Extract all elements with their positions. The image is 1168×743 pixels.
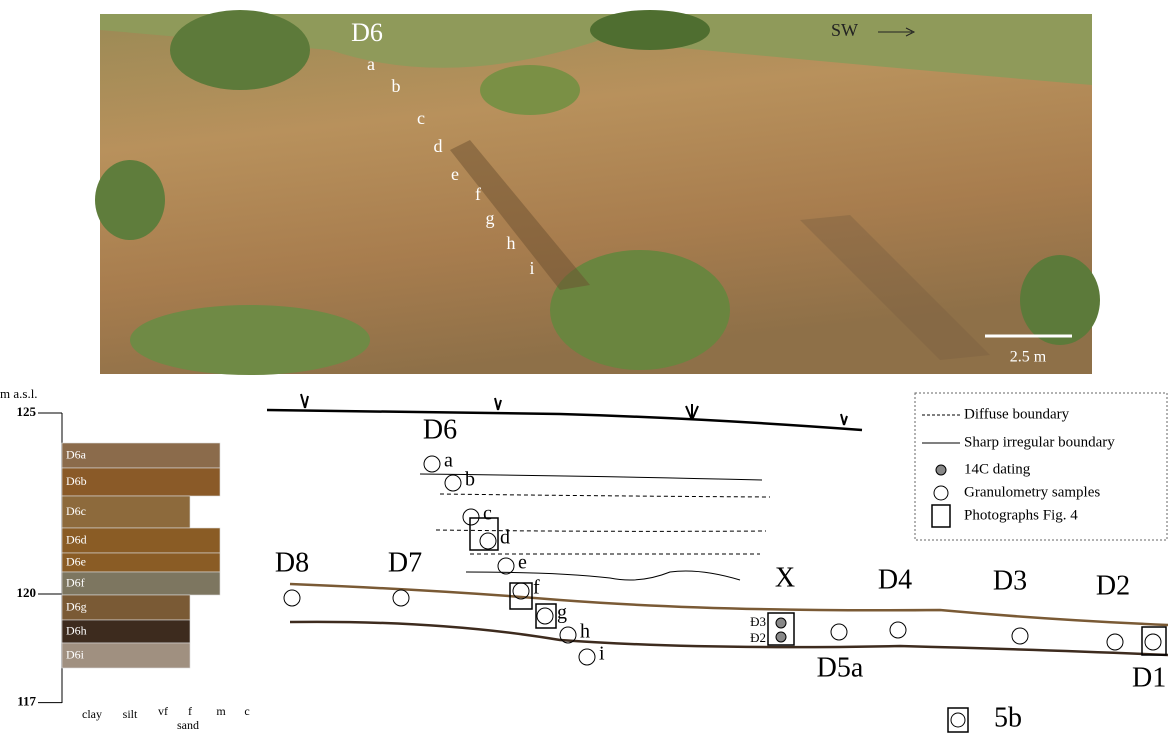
sample-label: b [465,469,475,491]
sample-circle [463,509,479,525]
grain-label: silt [123,707,138,721]
site-label: D6 [351,18,383,47]
photo-labels: D6 [351,18,383,47]
profile-label: D4 [878,564,912,595]
grain-label: f [188,704,192,718]
layer-label: D6e [66,554,86,568]
legend-label: Diffuse boundary [964,406,1070,422]
figure: D6 abcdefghi SW 2.5 m m a.s.l. 125120117… [0,0,1168,738]
sample-circle [445,475,461,491]
profile-label: D3 [993,565,1027,596]
sample-circle [498,558,514,574]
profile-label: X [775,562,795,593]
sample-label: d [500,527,510,549]
grain-label: vf [158,704,168,718]
legend-label: Photographs Fig. 4 [964,507,1078,523]
sample-label: e [451,164,459,184]
dating-label: Ð3 [750,614,766,629]
sample-circle [1107,634,1123,650]
sample-label: c [483,503,492,525]
grain-label: clay [82,707,102,721]
elevation-label: 120 [17,585,37,600]
legend-dating [936,465,946,475]
sample-label: i [529,258,534,278]
legend-box [932,505,950,527]
grain-group: sand [177,718,199,732]
elevation-label: 125 [17,404,37,419]
profile-label: D8 [275,547,309,578]
grain-label: c [244,704,249,718]
sample-label: d [434,136,443,156]
sample-label: f [533,577,540,599]
sample-circle [480,533,496,549]
scale-label: 2.5 m [1010,349,1047,366]
photo-box [1142,627,1166,655]
sample-label: h [507,233,516,253]
profile-label: D5a [817,652,864,683]
sample-circle [537,608,553,624]
dating [776,618,786,628]
layer-label: D6a [66,447,87,461]
direction: SW [831,20,858,40]
sample-label: a [367,54,375,74]
profile-label: D7 [388,547,422,578]
sample-label: g [486,208,495,228]
profile-label: D2 [1096,570,1130,601]
sample-label: i [599,643,605,665]
layer [62,572,220,595]
legend: Diffuse boundary Sharp irregular boundary… [922,406,1115,527]
layer-label: D6f [66,575,85,589]
layer-label: D6d [66,532,87,546]
sample-label: c [417,108,425,128]
sample-circle [579,649,595,665]
profile-label: D1 [1132,662,1166,693]
dating-label: Ð2 [750,630,766,645]
sample-circle [831,624,847,640]
sample-circle [951,713,965,727]
axis-unit: m a.s.l. [0,386,38,401]
sample-label: g [557,602,567,624]
sample-circle [1012,628,1028,644]
sample-label: b [392,76,401,96]
sample-circle [393,590,409,606]
section-site: D6 [423,414,457,445]
layer-label: D6h [66,623,87,637]
sample-circle [424,456,440,472]
sample-circle [890,622,906,638]
elevation-label: 117 [17,694,36,709]
legend-label: Granulometry samples [964,484,1100,500]
log: 125 120 117 D6a D6b D6c D6d D6e D6f D6g D6h D6i clay… [17,404,250,732]
sample-label: f [475,184,481,204]
layer-label: D6g [66,599,87,613]
grain-label: m [216,704,226,718]
legend-label: Sharp irregular boundary [964,434,1115,450]
profile-label: 5b [994,702,1022,733]
dating [776,632,786,642]
sample-label: e [518,552,527,574]
photo [95,10,1100,375]
layer-label: D6c [66,504,86,518]
sample-label: h [580,621,590,643]
legend-circle [934,486,948,500]
sample-circle [1145,634,1161,650]
layer-label: D6b [66,474,87,488]
sample-label: a [444,450,453,472]
sample-circle [284,590,300,606]
legend-label: 14C dating [964,461,1031,477]
section-lines [267,394,1168,655]
layer-label: D6i [66,647,85,661]
